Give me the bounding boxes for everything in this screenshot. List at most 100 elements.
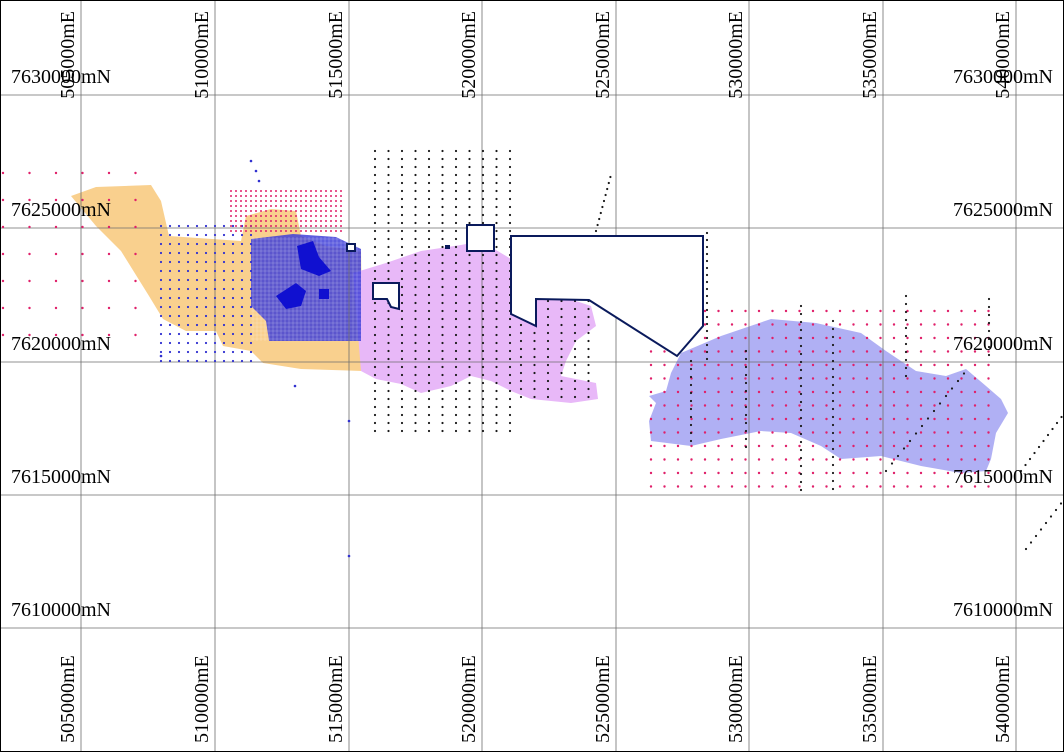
sample-point [400,381,404,385]
sample-point [400,277,404,281]
sample-point [250,190,252,192]
easting-label-bottom: 530000mE [725,655,747,743]
sample-point [663,471,666,475]
sample-point [107,279,111,283]
sample-point [427,277,431,281]
sample-point [168,341,172,345]
sample-point [663,350,666,353]
sample-point [107,333,111,337]
northing-label-left: 7620000mN [11,333,111,355]
sample-point [1051,427,1054,431]
northing-label-right: 7630000mN [953,66,1053,88]
sample-point [962,372,966,375]
sample-point [159,354,163,358]
sample-point [799,480,803,484]
sample-point [933,336,936,340]
sample-point [676,390,680,394]
sample-point [676,458,680,461]
sample-point [825,444,828,448]
sample-point [730,444,734,448]
sample-point [744,485,747,488]
sample-point [305,210,307,212]
sample-point [533,395,536,399]
sample-point [240,225,242,227]
sample-point [676,363,680,367]
sample-point [784,485,788,488]
sample-point [904,294,908,298]
sample-point [265,190,267,192]
sample-point [508,429,512,433]
sample-point [703,404,707,407]
sample-point [305,205,307,207]
sample-point [799,472,803,476]
sample-point [933,471,936,475]
sample-point [245,200,247,202]
sample-point [892,417,896,421]
sample-point [454,173,458,177]
sample-point [495,189,498,193]
sample-point [414,301,417,305]
sample-point [1033,451,1036,455]
sample-point [427,349,431,353]
sample-point [879,309,882,313]
sample-point [852,458,855,461]
sample-point [186,296,190,300]
sample-point [290,200,292,202]
sample-point [946,336,950,340]
sample-point [454,157,458,161]
sample-point [340,210,342,212]
sample-point [400,413,404,417]
sample-point [799,320,803,324]
sample-point [879,444,882,448]
sample-point [387,365,390,369]
sample-point [560,331,563,335]
sample-point [454,245,458,249]
sample-point [441,325,444,329]
sample-point [892,323,896,326]
sample-point [744,429,748,433]
sample-point [177,287,181,291]
tenement-outline-large [510,235,704,358]
sample-point [186,332,190,336]
sample-point [519,331,523,335]
sample-point [159,269,163,273]
sample-point [831,439,835,443]
sample-point [315,190,317,192]
sample-point [28,279,31,283]
sample-point [717,390,720,394]
sample-point [186,314,190,318]
sample-point [587,323,590,327]
sample-point [468,149,471,153]
sample-point [771,444,774,448]
sample-point [798,404,801,407]
sample-point [495,173,498,177]
sample-point [533,331,536,335]
sample-point [560,355,563,359]
sample-point [730,431,734,434]
sample-point [649,377,653,380]
sample-point [340,200,342,202]
sample-point [468,269,471,273]
sample-point [495,365,498,369]
sample-point [427,317,431,321]
sample-point [573,363,577,367]
sample-point [987,309,990,313]
sample-point [230,230,232,232]
sample-point [852,336,855,340]
sample-point [811,458,815,461]
sample-point [315,210,317,212]
sample-point [240,220,242,222]
northing-label-left: 7625000mN [11,199,111,221]
sample-point [508,157,512,161]
sample-point [825,350,828,353]
sample-point [231,251,235,255]
sample-point [159,296,163,300]
tenement-marker [445,245,450,249]
sample-point [1060,415,1063,419]
sample-point [305,215,307,217]
sample-point [441,237,444,241]
sample-point [427,309,431,313]
sample-point [831,351,835,355]
sample-point [705,266,709,270]
